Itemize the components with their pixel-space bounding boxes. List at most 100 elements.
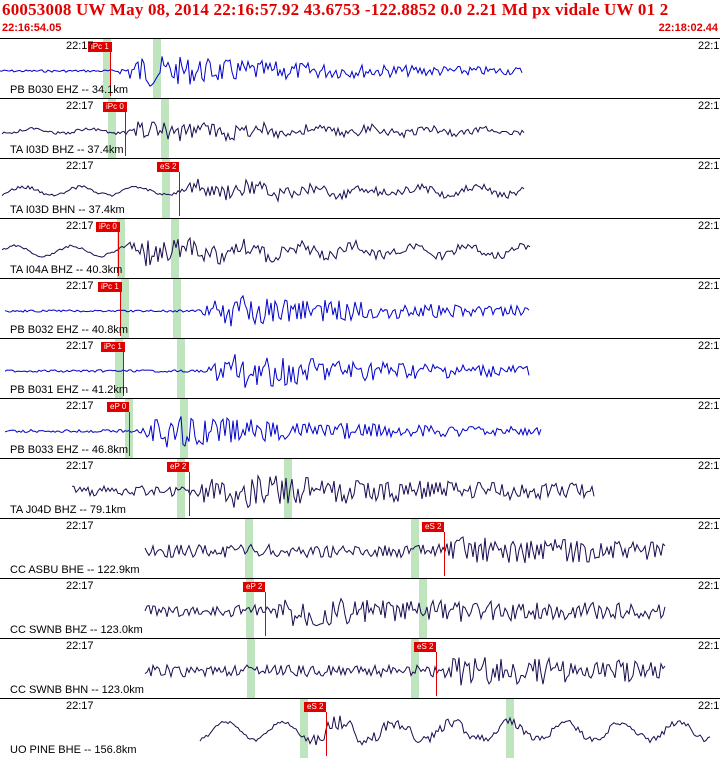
- phase-pick-flag[interactable]: iPc 1: [88, 42, 112, 52]
- trace-panel[interactable]: iPc 0 22:17 22:1 TA I04A BHZ -- 40.3km: [0, 218, 720, 278]
- phase-window-band: [247, 639, 255, 698]
- event-title: 60053008 UW May 08, 2014 22:16:57.92 43.…: [2, 0, 669, 19]
- phase-window-band: [173, 279, 181, 338]
- panel-time-left: 22:17: [66, 400, 94, 412]
- trace-panel[interactable]: eS 2 22:17 22:1 CC ASBU BHE -- 122.9km: [0, 518, 720, 578]
- seismic-trace: [144, 656, 666, 686]
- phase-pick-flag[interactable]: iPc 1: [101, 342, 125, 352]
- phase-pick-flag[interactable]: iPc 0: [103, 102, 127, 112]
- trace-panel[interactable]: eS 2 22:17 22:1 CC SWNB BHN -- 123.0km: [0, 638, 720, 698]
- waveform-plot: [4, 294, 530, 327]
- channel-label: TA I03D BHN -- 37.4km: [10, 204, 125, 216]
- phase-window-band: [180, 399, 188, 458]
- phase-pick-flag[interactable]: iPc 1: [98, 282, 122, 292]
- channel-label: UO PINE BHE -- 156.8km: [10, 744, 137, 756]
- panel-time-right: 22:1: [698, 280, 720, 292]
- channel-label: CC SWNB BHN -- 123.0km: [10, 684, 144, 696]
- waveform-plot: [144, 597, 666, 627]
- phase-pick-line[interactable]: [129, 412, 130, 456]
- phase-pick-line[interactable]: [120, 292, 121, 336]
- phase-window-band: [411, 639, 419, 698]
- channel-label: TA I03D BHZ -- 37.4km: [10, 144, 124, 156]
- waveform-plot: [1, 236, 531, 267]
- phase-window-band: [284, 459, 292, 518]
- trace-panel[interactable]: iPc 1 22:17 22:1 PB B030 EHZ -- 34.1km: [0, 38, 720, 98]
- phase-window-band: [171, 219, 179, 278]
- phase-pick-line[interactable]: [436, 652, 437, 696]
- panel-time-right: 22:1: [698, 340, 720, 352]
- panel-time-right: 22:1: [698, 460, 720, 472]
- panel-time-right: 22:1: [698, 220, 720, 232]
- panel-time-right: 22:1: [698, 40, 720, 52]
- seismic-trace: [1, 178, 525, 203]
- trace-panel[interactable]: eP 2 22:17 22:1 CC SWNB BHZ -- 123.0km: [0, 578, 720, 638]
- panel-time-right: 22:1: [698, 400, 720, 412]
- seismic-trace: [71, 474, 595, 509]
- phase-pick-flag[interactable]: eS 2: [422, 522, 445, 532]
- phase-pick-flag[interactable]: eP 0: [107, 402, 130, 412]
- phase-window-band: [103, 39, 111, 98]
- phase-window-band: [177, 339, 185, 398]
- phase-pick-line[interactable]: [189, 472, 190, 516]
- phase-pick-line[interactable]: [110, 52, 111, 96]
- trace-panel[interactable]: iPc 1 22:17 22:1 PB B031 EHZ -- 41.2km: [0, 338, 720, 398]
- channel-label: PB B030 EHZ -- 34.1km: [10, 84, 128, 96]
- channel-label: PB B031 EHZ -- 41.2km: [10, 384, 128, 396]
- trace-panel[interactable]: iPc 0 22:17 22:1 TA I03D BHZ -- 37.4km: [0, 98, 720, 158]
- panel-time-left: 22:17: [66, 580, 94, 592]
- phase-window-band: [300, 699, 308, 758]
- seismic-trace: [4, 354, 530, 388]
- panel-time-left: 22:17: [66, 100, 94, 112]
- waveform-plot: [144, 656, 666, 686]
- phase-pick-line[interactable]: [123, 352, 124, 396]
- phase-window-band: [161, 99, 169, 158]
- panel-time-left: 22:17: [66, 460, 94, 472]
- panel-time-right: 22:1: [698, 580, 720, 592]
- panel-time-right: 22:1: [698, 520, 720, 532]
- trace-panel[interactable]: iPc 1 22:17 22:1 PB B032 EHZ -- 40.8km: [0, 278, 720, 338]
- channel-label: PB B032 EHZ -- 40.8km: [10, 324, 128, 336]
- end-time: 22:18:02.44: [658, 22, 718, 34]
- start-time: 22:16:54.05: [2, 22, 62, 34]
- phase-pick-flag[interactable]: eS 2: [304, 702, 327, 712]
- panel-time-left: 22:17: [66, 220, 94, 232]
- phase-pick-flag[interactable]: eP 2: [243, 582, 266, 592]
- panel-time-left: 22:17: [66, 700, 94, 712]
- seismic-trace: [144, 597, 666, 627]
- phase-window-band: [108, 99, 116, 158]
- phase-pick-line[interactable]: [179, 172, 180, 216]
- phase-pick-line[interactable]: [118, 232, 119, 276]
- waveform-plot: [1, 178, 525, 203]
- channel-label: TA J04D BHZ -- 79.1km: [10, 504, 126, 516]
- seismic-trace: [0, 56, 523, 87]
- seismic-trace: [4, 416, 542, 448]
- panel-time-left: 22:17: [66, 640, 94, 652]
- phase-pick-line[interactable]: [444, 532, 445, 576]
- phase-window-band: [153, 39, 161, 98]
- phase-pick-line[interactable]: [265, 592, 266, 636]
- panel-time-right: 22:1: [698, 160, 720, 172]
- channel-label: CC ASBU BHE -- 122.9km: [10, 564, 140, 576]
- waveform-plot: [4, 416, 542, 448]
- panel-time-right: 22:1: [698, 100, 720, 112]
- phase-pick-flag[interactable]: eS 2: [157, 162, 180, 172]
- trace-panel[interactable]: eP 0 22:17 22:1 PB B033 EHZ -- 46.8km: [0, 398, 720, 458]
- panel-time-left: 22:17: [66, 40, 94, 52]
- trace-panel[interactable]: eP 2 22:17 22:1 TA J04D BHZ -- 79.1km: [0, 458, 720, 518]
- trace-panel[interactable]: eS 2 22:17 22:1 TA I03D BHN -- 37.4km: [0, 158, 720, 218]
- channel-label: CC SWNB BHZ -- 123.0km: [10, 624, 143, 636]
- phase-pick-line[interactable]: [326, 712, 327, 756]
- trace-panel[interactable]: eS 2 22:17 22:1 UO PINE BHE -- 156.8km: [0, 698, 720, 758]
- channel-label: PB B033 EHZ -- 46.8km: [10, 444, 128, 456]
- panel-time-right: 22:1: [698, 640, 720, 652]
- phase-window-band: [419, 579, 427, 638]
- phase-pick-flag[interactable]: eP 2: [167, 462, 190, 472]
- phase-pick-flag[interactable]: iPc 0: [96, 222, 120, 232]
- phase-pick-line[interactable]: [125, 112, 126, 156]
- seismic-trace: [4, 294, 530, 327]
- phase-window-band: [162, 159, 170, 218]
- panel-time-left: 22:17: [66, 340, 94, 352]
- phase-window-band: [115, 339, 123, 398]
- waveform-plot: [144, 536, 666, 564]
- phase-pick-flag[interactable]: eS 2: [414, 642, 437, 652]
